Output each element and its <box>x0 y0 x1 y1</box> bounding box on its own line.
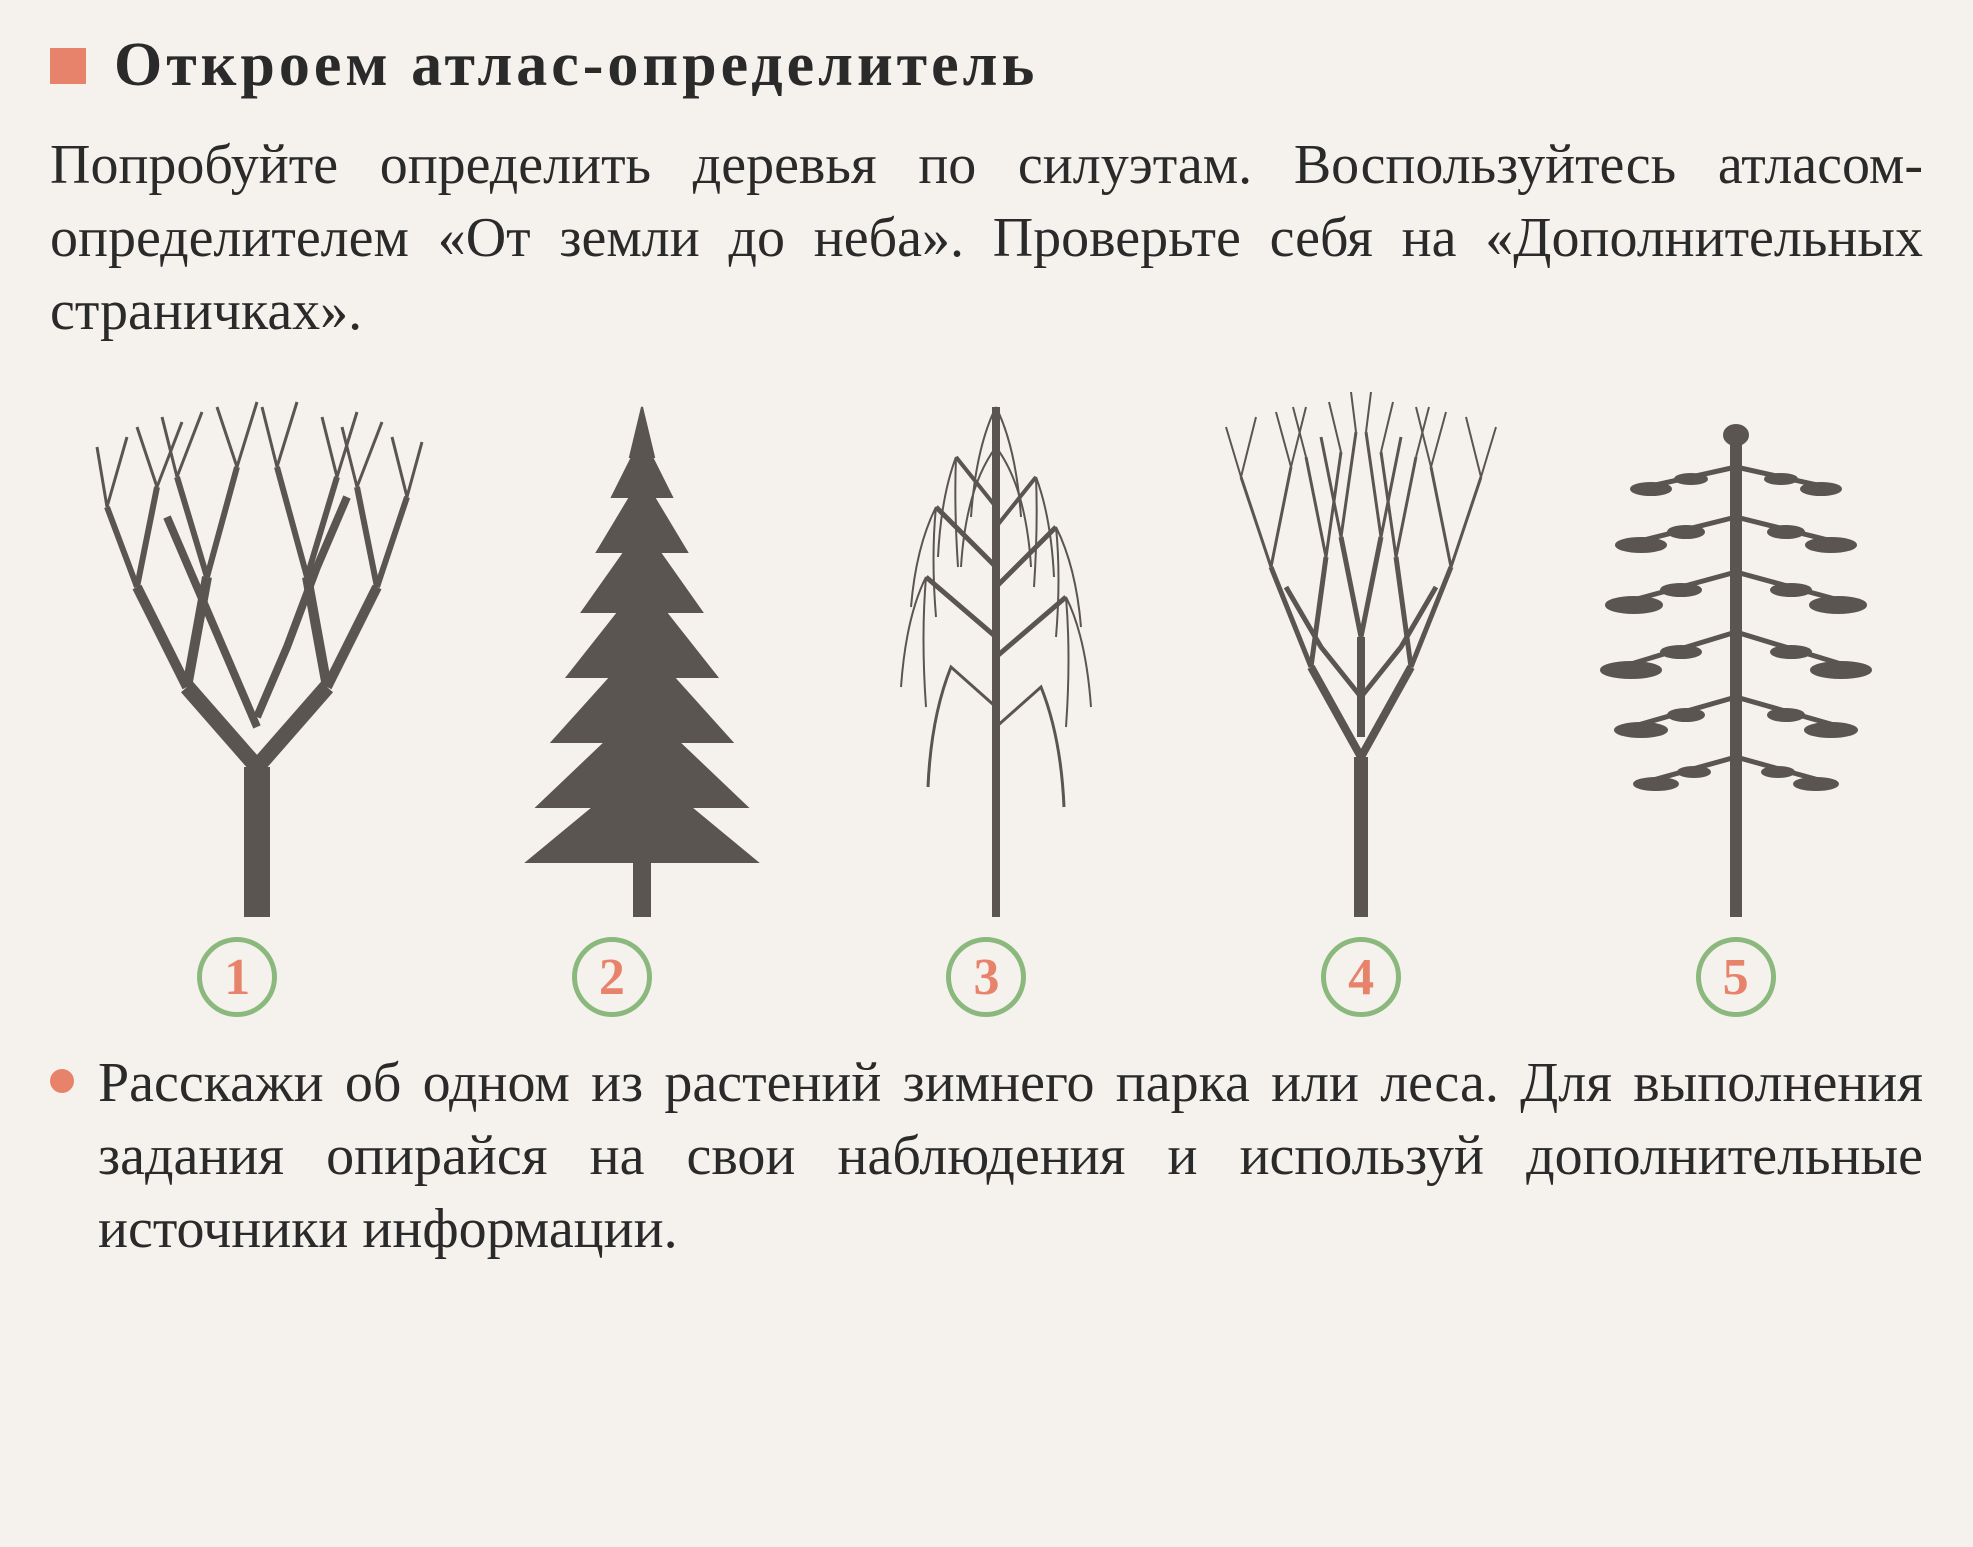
oak-icon <box>87 387 427 917</box>
heading-row: Откроем атлас-определитель <box>50 30 1923 101</box>
heading-square-icon <box>50 48 86 84</box>
pine-icon <box>1586 387 1886 917</box>
tree-birch <box>856 387 1136 917</box>
birch-icon <box>856 387 1136 917</box>
bullet-paragraph-text: Расскажи об одном из растений зимнего па… <box>98 1047 1923 1265</box>
number-circle-5: 5 <box>1696 937 1776 1017</box>
bullet-icon <box>50 1069 74 1093</box>
number-circle-2: 2 <box>572 937 652 1017</box>
tree-pine <box>1586 387 1886 917</box>
tree-spruce <box>502 387 782 917</box>
number-circle-4: 4 <box>1321 937 1401 1017</box>
tree-maple <box>1211 387 1511 917</box>
trees-illustration-row <box>50 367 1923 917</box>
heading-title: Откроем атлас-определитель <box>114 30 1038 101</box>
tree-oak <box>87 387 427 917</box>
intro-paragraph: Попробуйте определить деревья по силуэта… <box>50 129 1923 347</box>
number-circle-3: 3 <box>946 937 1026 1017</box>
bullet-paragraph-row: Расскажи об одном из растений зимнего па… <box>50 1047 1923 1265</box>
numbers-row: 1 2 3 4 5 <box>50 937 1923 1017</box>
maple-icon <box>1211 387 1511 917</box>
spruce-icon <box>502 387 782 917</box>
number-circle-1: 1 <box>197 937 277 1017</box>
